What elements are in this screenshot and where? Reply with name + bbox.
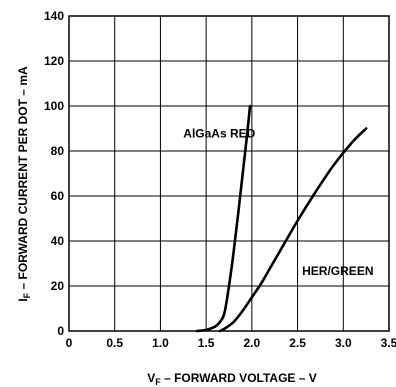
y-tick-label: 0 xyxy=(57,324,64,338)
series-line-algaas-red xyxy=(195,104,252,333)
series-line-her-green xyxy=(218,127,368,333)
y-axis-label-sub: F xyxy=(22,292,32,298)
y-tick-label: 20 xyxy=(51,279,65,293)
x-axis-label-sub: F xyxy=(155,377,161,387)
y-axis-label: IF – FORWARD CURRENT PER DOT – mA xyxy=(16,66,32,302)
plot-frame xyxy=(68,15,390,332)
y-tick-labels: 0 20 40 60 80 100 120 140 xyxy=(44,9,64,338)
x-tick-label: 3.5 xyxy=(381,336,396,350)
y-tick-label: 100 xyxy=(44,99,64,113)
x-tick-label: 0.5 xyxy=(106,336,123,350)
y-tick-label: 140 xyxy=(44,9,64,23)
annotation-algaas-red: AlGaAs RED xyxy=(183,127,255,141)
y-tick-label: 60 xyxy=(51,189,65,203)
x-tick-label: 1.5 xyxy=(198,336,215,350)
y-axis-label-rest: – FORWARD CURRENT PER DOT – mA xyxy=(16,66,30,293)
x-tick-labels: 0 0.5 1.0 1.5 2.0 2.5 3.0 3.5 xyxy=(66,336,396,350)
y-tick-label: 80 xyxy=(51,144,65,158)
y-tick-label: 120 xyxy=(44,54,64,68)
x-tick-label: 2.5 xyxy=(289,336,306,350)
y-tick-label: 40 xyxy=(51,234,65,248)
x-axis-label-rest: – FORWARD VOLTAGE – V xyxy=(161,371,317,385)
y-axis-label-main: I xyxy=(16,298,30,301)
x-axis-label: VF – FORWARD VOLTAGE – V xyxy=(147,371,317,387)
x-axis-label-main: V xyxy=(147,371,155,385)
series-group xyxy=(195,104,368,333)
annotation-her-green: HER/GREEN xyxy=(302,264,373,278)
x-tick-label: 3.0 xyxy=(335,336,352,350)
x-tick-label: 1.0 xyxy=(152,336,169,350)
x-tick-label: 0 xyxy=(66,336,73,350)
grid xyxy=(69,16,389,331)
x-tick-label: 2.0 xyxy=(244,336,261,350)
annotations: AlGaAs RED HER/GREEN xyxy=(183,127,373,278)
